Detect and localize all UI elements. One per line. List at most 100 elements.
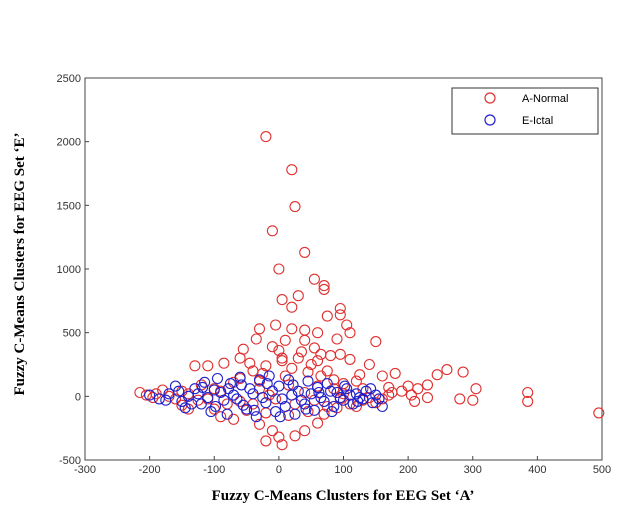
data-point [215, 411, 227, 423]
data-point [389, 367, 401, 379]
data-point [289, 201, 301, 213]
data-point [308, 404, 320, 416]
data-point [431, 369, 443, 381]
data-point [522, 395, 534, 407]
data-point [235, 379, 247, 391]
data-point [313, 386, 325, 399]
y-tick-label: 0 [75, 391, 81, 403]
data-point [253, 418, 266, 430]
data-point [312, 381, 324, 393]
data-point [260, 131, 272, 143]
data-point [305, 358, 317, 371]
data-point [199, 376, 211, 388]
data-point [250, 333, 262, 345]
data-point [593, 407, 605, 419]
x-tick-label: 300 [464, 464, 482, 476]
data-point [295, 346, 308, 358]
data-point [328, 400, 340, 413]
data-point [334, 302, 346, 315]
data-point [341, 383, 353, 395]
data-point [197, 381, 209, 393]
data-point [373, 393, 385, 405]
data-point [308, 342, 320, 354]
data-point [189, 360, 201, 372]
data-point [273, 431, 285, 443]
data-point [321, 310, 333, 322]
data-point [266, 385, 278, 397]
data-point [383, 381, 395, 393]
data-point [257, 392, 269, 404]
data-point [312, 417, 324, 429]
data-point [470, 383, 482, 395]
data-point [321, 365, 333, 377]
x-tick-label: -100 [203, 464, 225, 476]
data-point [248, 404, 260, 416]
y-tick-label: -500 [59, 455, 81, 467]
data-point [147, 392, 159, 404]
legend-box [451, 87, 599, 135]
data-point [222, 383, 235, 395]
data-point [457, 366, 469, 378]
y-tick-label: 1000 [57, 264, 81, 276]
data-point [302, 375, 314, 387]
y-axis-title: Fuzzy C-Means Clusters for EEG Set ‘E’ [12, 132, 28, 395]
data-point [331, 333, 343, 345]
data-point [302, 406, 314, 418]
data-point [344, 327, 356, 339]
data-point [376, 400, 388, 413]
data-point [295, 394, 308, 406]
data-point [376, 370, 388, 382]
data-point [273, 344, 285, 357]
data-point [261, 378, 273, 390]
data-point [467, 394, 479, 406]
data-point [454, 393, 466, 405]
data-point [312, 355, 324, 367]
data-point [421, 379, 434, 391]
y-tick-label: 2500 [57, 73, 81, 85]
data-point [202, 360, 214, 372]
data-point [321, 378, 333, 390]
y-tick-label: 2000 [57, 137, 81, 149]
data-point [153, 393, 165, 405]
data-point [270, 393, 282, 405]
data-point [365, 383, 377, 395]
data-point [328, 374, 340, 386]
data-point [231, 393, 243, 405]
data-point [289, 408, 301, 420]
data-point [237, 399, 249, 411]
legend-marker-a-normal [484, 92, 496, 104]
data-point [376, 393, 388, 405]
data-point [367, 397, 379, 409]
data-point [312, 327, 324, 339]
y-tick-label: 500 [63, 328, 81, 340]
data-point [263, 370, 275, 382]
data-point [160, 394, 172, 406]
data-point [286, 362, 298, 374]
x-axis-title: Fuzzy C-Means Clusters for EEG Set ‘A’ [212, 488, 475, 504]
data-point [363, 358, 375, 371]
data-point [344, 398, 356, 410]
data-point [315, 348, 327, 360]
data-point [276, 352, 288, 364]
data-point [250, 411, 262, 423]
data-point [302, 366, 314, 378]
data-point [266, 341, 278, 353]
data-point [257, 367, 269, 379]
data-point [279, 334, 291, 346]
data-point [308, 273, 320, 285]
data-point [354, 369, 366, 381]
data-point [202, 392, 214, 404]
data-point [247, 388, 259, 400]
data-point [352, 395, 364, 407]
data-point [318, 283, 330, 295]
x-tick-label: -300 [74, 464, 96, 476]
data-point [299, 425, 311, 437]
data-point [289, 430, 301, 442]
data-point [218, 394, 230, 406]
legend: A-Normal E-Ictal [451, 87, 599, 135]
y-tick-label: 1500 [57, 200, 81, 212]
x-tick-label: 100 [334, 464, 352, 476]
data-point [173, 385, 185, 397]
data-point [276, 439, 288, 451]
